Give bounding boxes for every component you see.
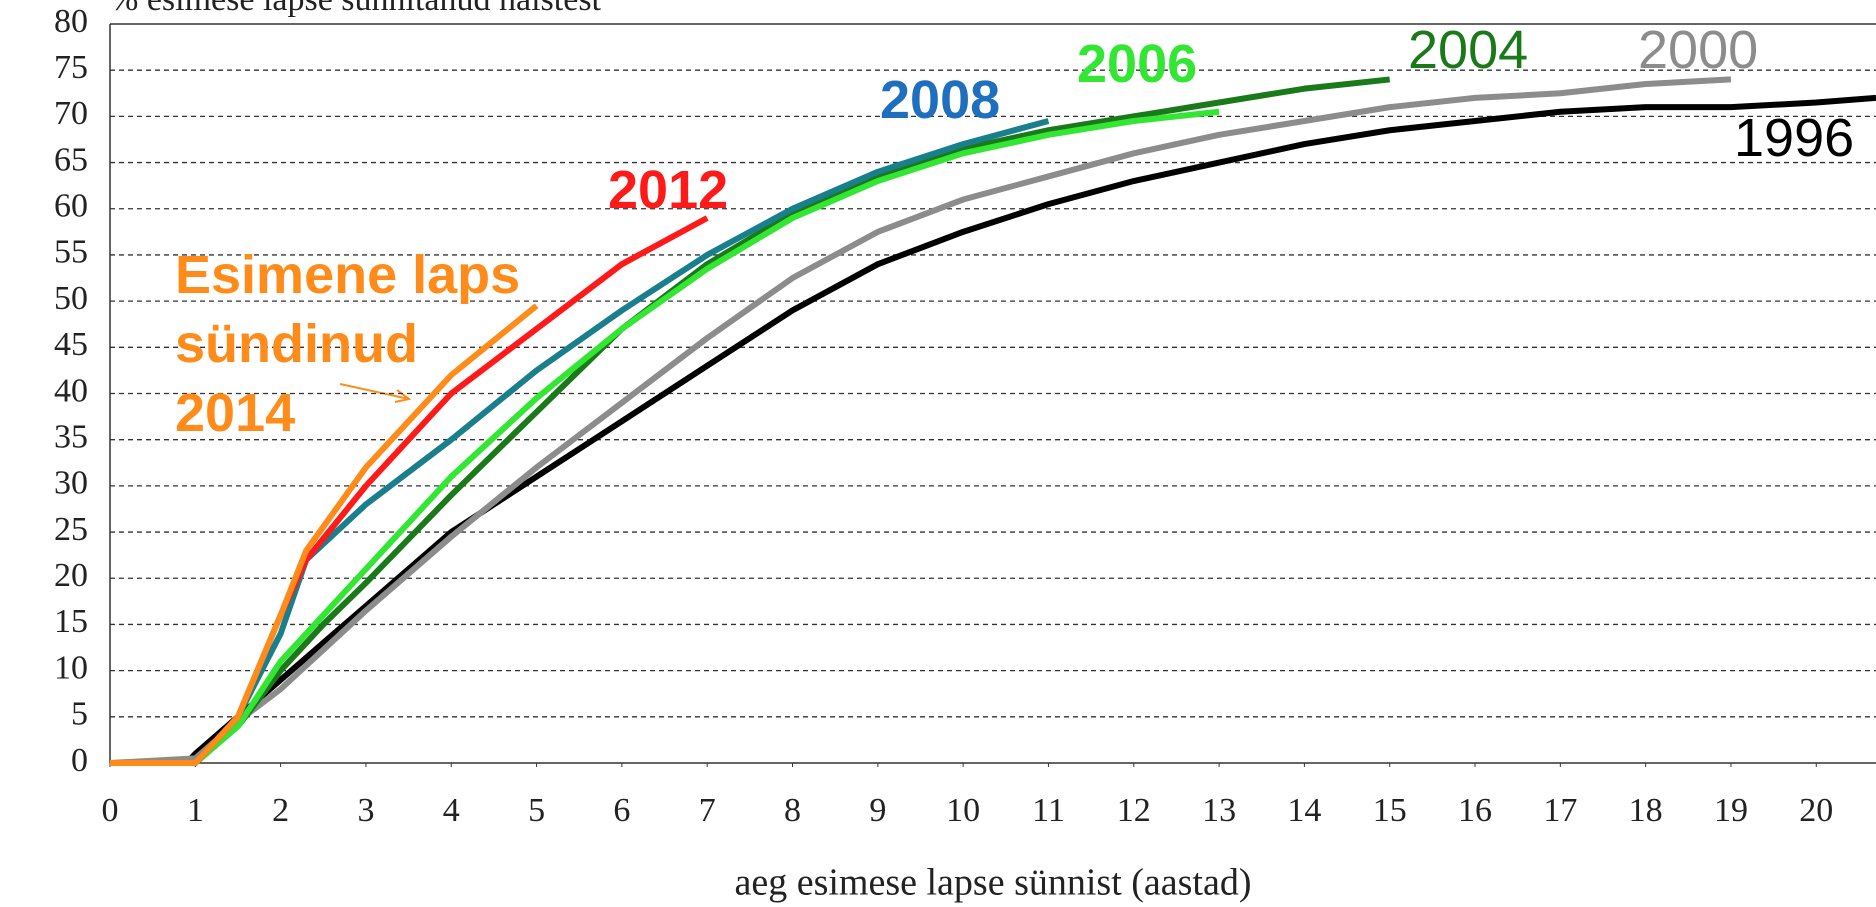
y-tick-label: 15 [54,603,88,640]
x-tick-label: 14 [1287,792,1321,829]
series-label: Esimene laps sündinud 2014 [175,245,521,443]
x-tick-label: 20 [1799,792,1833,829]
y-tick-label: 20 [54,557,88,594]
x-tick-label: 0 [102,792,119,829]
series-line [110,303,539,766]
x-tick-label: 7 [699,792,716,829]
y-tick-label: 70 [54,95,88,132]
y-tick-label: 10 [54,649,88,686]
x-axis-label: aeg esimese lapse sünnist (aastad) [734,862,1251,904]
x-tick-label: 19 [1714,792,1748,829]
x-tick-label: 4 [443,792,460,829]
y-tick-label: 25 [54,511,88,548]
series-label: 2006 [1077,34,1198,94]
series-label: 2004 [1408,20,1529,80]
x-tick-label: 2 [272,792,289,829]
x-tick-label: 11 [1032,792,1065,829]
series-label: 2008 [880,70,1001,130]
x-tick-label: 18 [1629,792,1663,829]
y-tick-label: 30 [54,465,88,502]
x-tick-label: 5 [528,792,545,829]
x-tick-label: 16 [1458,792,1492,829]
y-tick-label: 75 [54,49,88,86]
series-line [109,76,1732,766]
y-tick-label: 35 [54,418,88,455]
x-tick-label: 12 [1117,792,1151,829]
x-tick-label: 1 [187,792,204,829]
series-line [110,108,1220,766]
x-tick-label: 8 [784,792,801,829]
y-tick-label: 80 [54,3,88,40]
series-line [110,94,1876,766]
x-tick-label: 3 [357,792,374,829]
chart-title: % esimese lapse sünnitanud naistest [110,0,602,18]
annotation-arrow [339,383,410,400]
y-tick-label: 60 [54,188,88,225]
x-tick-label: 17 [1543,792,1577,829]
x-tick-label: 6 [613,792,630,829]
y-tick-label: 45 [54,326,88,363]
y-tick-label: 40 [54,372,88,409]
x-tick-label: 13 [1202,792,1236,829]
y-tick-label: 65 [54,141,88,178]
series-label: 1996 [1734,108,1855,168]
series-label: 2000 [1638,20,1759,80]
series-label: 2012 [608,160,729,220]
y-tick-label: 0 [71,742,88,779]
x-tick-label: 10 [946,792,980,829]
x-tick-label: 15 [1373,792,1407,829]
y-tick-label: 55 [54,234,88,271]
y-tick-label: 50 [54,280,88,317]
y-tick-label: 5 [71,696,88,733]
x-tick-label: 9 [869,792,886,829]
